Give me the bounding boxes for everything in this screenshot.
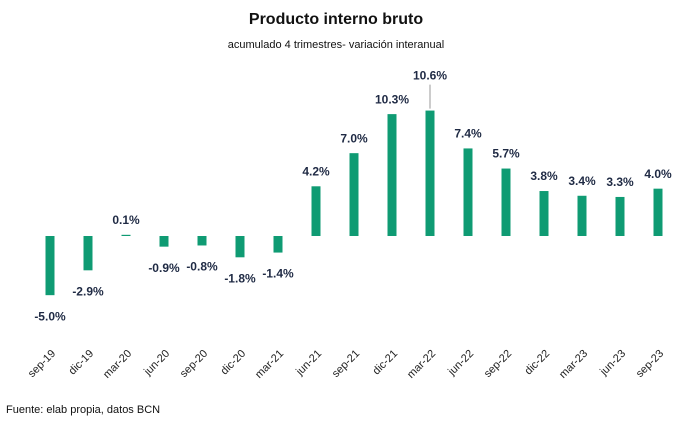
value-label: 0.1% <box>112 213 140 227</box>
value-label: -1.4% <box>262 267 294 281</box>
value-label: -0.8% <box>186 260 218 274</box>
chart-title: Producto interno bruto <box>249 11 423 28</box>
value-label: 10.3% <box>375 92 409 106</box>
x-tick-label: sep-21 <box>330 348 362 380</box>
value-label: 7.4% <box>454 127 482 141</box>
value-label: -0.9% <box>148 261 180 275</box>
x-tick-label: sep-23 <box>634 348 666 380</box>
bar <box>159 236 169 247</box>
value-label: 10.6% <box>413 69 447 83</box>
value-label: -2.9% <box>72 284 104 298</box>
x-tick-label: dic-20 <box>218 348 248 378</box>
source-note: Fuente: elab propia, datos BCN <box>6 404 160 416</box>
chart-subtitle: acumulado 4 trimestres- variación intera… <box>228 39 444 51</box>
value-label: 3.8% <box>530 169 558 183</box>
x-tick-label: mar-23 <box>557 348 590 381</box>
bar <box>311 186 321 236</box>
bar <box>387 114 397 236</box>
bar <box>539 191 549 236</box>
x-tick-label: sep-20 <box>178 348 210 380</box>
bar <box>121 234 131 236</box>
x-tick-label: sep-22 <box>482 348 514 380</box>
bar <box>197 236 207 246</box>
x-tick-label: sep-19 <box>26 348 58 380</box>
bar <box>235 236 245 258</box>
value-label: 4.2% <box>302 164 330 178</box>
bar <box>273 236 283 253</box>
value-label: 4.0% <box>644 167 672 181</box>
x-tick-label: mar-20 <box>101 348 134 381</box>
x-tick-label: jun-21 <box>293 348 324 379</box>
x-tick-label: jun-22 <box>445 348 476 379</box>
x-tick-label: jun-20 <box>141 348 172 379</box>
bar <box>463 148 473 236</box>
x-tick-label: dic-22 <box>522 348 552 378</box>
value-label: 5.7% <box>492 147 520 161</box>
x-tick-label: dic-19 <box>66 348 96 378</box>
bar <box>501 168 511 236</box>
value-label: -5.0% <box>34 309 66 323</box>
bar <box>83 236 93 271</box>
bar <box>349 153 359 236</box>
value-label: 3.3% <box>606 175 634 189</box>
x-tick-label: jun-23 <box>597 348 628 379</box>
x-tick-label: mar-21 <box>253 348 286 381</box>
value-label: -1.8% <box>224 271 256 285</box>
x-tick-label: mar-22 <box>405 348 438 381</box>
x-tick-label: dic-21 <box>370 348 400 378</box>
bar <box>615 196 625 236</box>
bar <box>577 195 587 236</box>
bar <box>425 110 435 236</box>
bar <box>45 236 55 296</box>
value-label: 3.4% <box>568 174 596 188</box>
value-label: 7.0% <box>340 131 368 145</box>
bar <box>653 188 663 236</box>
